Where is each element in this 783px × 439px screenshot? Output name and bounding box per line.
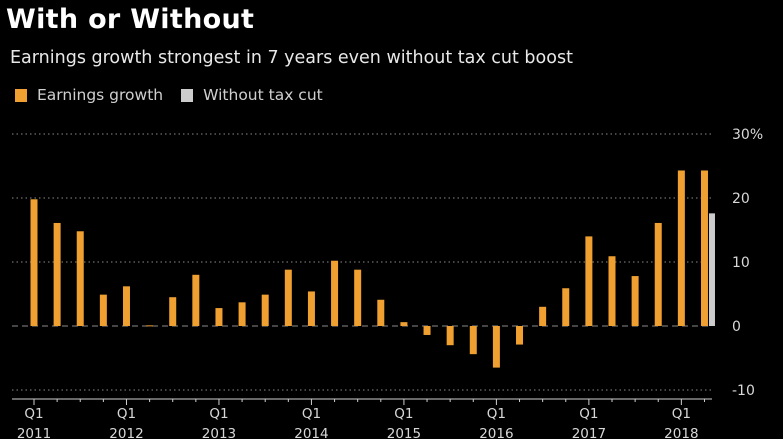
- x-tick-label-year: 2016: [479, 426, 513, 439]
- bar-earnings: [238, 302, 246, 326]
- x-tick-label-year: 2015: [387, 426, 421, 439]
- y-tick-label: 10: [732, 255, 750, 271]
- x-tick-label-quarter: Q1: [579, 406, 598, 422]
- legend-swatch-without-tax: [181, 88, 194, 102]
- y-tick-label: 30%: [732, 127, 763, 143]
- bar-earnings: [284, 269, 292, 326]
- bar-earnings: [677, 170, 685, 326]
- legend: Earnings growth Without tax cut: [15, 86, 341, 104]
- bar-earnings: [631, 276, 639, 326]
- x-tick-label-year: 2011: [17, 426, 51, 439]
- bar-earnings: [192, 274, 200, 326]
- bar-earnings: [99, 294, 107, 326]
- bar-earnings: [585, 236, 593, 326]
- legend-label-without-tax: Without tax cut: [203, 86, 323, 104]
- bar-earnings: [400, 322, 408, 326]
- chart-subtitle: Earnings growth strongest in 7 years eve…: [10, 48, 573, 68]
- bar-earnings: [169, 297, 177, 326]
- legend-swatch-earnings: [15, 88, 27, 102]
- bar-earnings: [215, 308, 223, 326]
- y-tick-label: 20: [732, 191, 750, 207]
- bar-earnings: [261, 294, 269, 326]
- bar-earnings: [146, 325, 154, 327]
- bar-earnings: [492, 326, 500, 368]
- bar-earnings: [331, 260, 339, 326]
- y-tick-label: -10: [732, 383, 755, 399]
- chart-title: With or Without: [6, 4, 255, 35]
- x-tick-label-quarter: Q1: [209, 406, 228, 422]
- bar-earnings: [654, 222, 662, 326]
- bar-earnings: [608, 256, 616, 326]
- bar-earnings: [539, 306, 547, 326]
- bar-earnings: [700, 170, 708, 326]
- bar-earnings: [76, 231, 84, 326]
- bar-earnings: [562, 288, 570, 326]
- legend-item-earnings: Earnings growth: [15, 86, 163, 104]
- bar-earnings: [307, 291, 315, 326]
- x-tick-label-quarter: Q1: [24, 406, 43, 422]
- bar-earnings: [423, 326, 431, 335]
- x-tick-label-year: 2017: [572, 426, 606, 439]
- bar-without-tax: [708, 213, 715, 326]
- y-tick-label: 0: [732, 319, 741, 335]
- x-tick-label-year: 2018: [664, 426, 698, 439]
- bar-earnings: [354, 269, 362, 326]
- legend-item-without-tax: Without tax cut: [181, 86, 323, 104]
- x-tick-label-quarter: Q1: [487, 406, 506, 422]
- x-tick-label-quarter: Q1: [672, 406, 691, 422]
- legend-label-earnings: Earnings growth: [37, 86, 164, 104]
- x-tick-label-quarter: Q1: [394, 406, 413, 422]
- bar-earnings: [377, 299, 385, 326]
- bar-earnings: [122, 286, 130, 326]
- bar-earnings: [30, 199, 38, 326]
- bar-earnings: [53, 222, 61, 326]
- bar-earnings: [446, 326, 454, 346]
- x-tick-label-quarter: Q1: [302, 406, 321, 422]
- x-tick-label-year: 2014: [294, 426, 328, 439]
- x-tick-label-year: 2012: [109, 426, 143, 439]
- bar-earnings: [516, 326, 524, 345]
- bar-earnings: [469, 326, 477, 355]
- x-tick-label-quarter: Q1: [117, 406, 136, 422]
- x-tick-label-year: 2013: [202, 426, 236, 439]
